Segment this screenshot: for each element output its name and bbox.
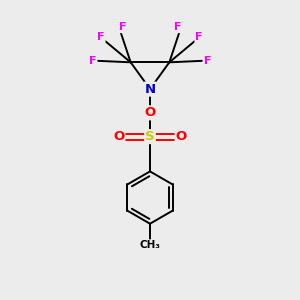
Text: O: O	[176, 130, 187, 143]
Text: F: F	[174, 22, 182, 32]
Text: F: F	[204, 56, 211, 66]
Text: F: F	[97, 32, 105, 42]
Text: O: O	[113, 130, 124, 143]
Text: F: F	[195, 32, 203, 42]
Text: CH₃: CH₃	[140, 240, 160, 250]
Text: S: S	[145, 130, 155, 143]
Text: N: N	[144, 82, 156, 96]
Text: O: O	[144, 106, 156, 119]
Text: F: F	[89, 56, 96, 66]
Text: F: F	[118, 22, 126, 32]
